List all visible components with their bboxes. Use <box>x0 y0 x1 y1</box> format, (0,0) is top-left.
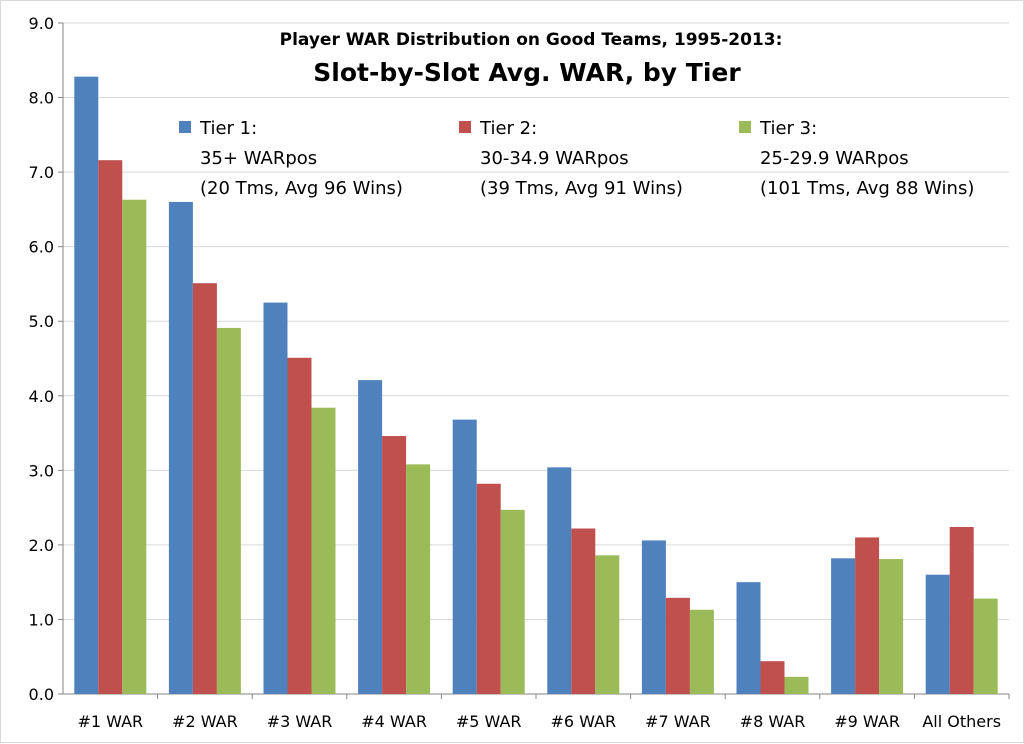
legend-detail-2: 30-34.9 WARpos <box>480 148 629 169</box>
bar-2-7 <box>665 597 690 694</box>
legend-label-2: Tier 2: <box>479 118 537 139</box>
bar-2-8 <box>760 661 785 694</box>
y-tick-label: 4.0 <box>29 387 54 406</box>
bar-1-2 <box>168 201 193 694</box>
bar-3-3 <box>311 407 336 694</box>
bar-2-3 <box>287 357 312 694</box>
legend-detail-1: 35+ WARpos <box>200 148 317 169</box>
bar-1-10 <box>925 574 950 694</box>
bar-3-5 <box>500 509 525 694</box>
x-tick-label: #9 WAR <box>834 712 900 731</box>
x-tick-label: #7 WAR <box>645 712 711 731</box>
bar-3-8 <box>784 676 809 694</box>
legend-detail-3: 25-29.9 WARpos <box>760 148 909 169</box>
legend: Tier 1: 35+ WARpos (20 Tms, Avg 96 Wins) Ti… <box>179 118 974 199</box>
x-axis-labels: #1 WAR #2 WAR #3 WAR #4 WAR #5 WAR #6 WAR #7 W… <box>77 712 1001 731</box>
bar-3-7 <box>689 609 714 694</box>
y-tick-label: 8.0 <box>29 89 54 108</box>
chart-title: Player WAR Distribution on Good Teams, 1… <box>280 30 783 50</box>
y-tick-label: 9.0 <box>29 14 54 33</box>
bar-1-5 <box>452 419 477 694</box>
bar-1-6 <box>547 467 572 694</box>
legend-swatch-1 <box>179 121 191 133</box>
legend-swatch-3 <box>739 121 751 133</box>
x-tick-label: All Others <box>922 712 1001 731</box>
bar-1-1 <box>74 76 99 695</box>
bar-1-3 <box>263 302 288 694</box>
chart-subtitle: Slot-by-Slot Avg. WAR, by Tier <box>313 58 741 87</box>
y-tick-label: 5.0 <box>29 312 54 331</box>
x-tick-label: #3 WAR <box>267 712 333 731</box>
bar-1-7 <box>641 540 666 694</box>
legend-label-1: Tier 1: <box>199 118 257 139</box>
bar-3-9 <box>879 559 904 694</box>
bar-3-10 <box>973 598 998 694</box>
legend-teams-2: (39 Tms, Avg 91 Wins) <box>480 178 683 199</box>
bar-2-10 <box>949 526 974 694</box>
bar-2-2 <box>192 283 217 694</box>
x-tick-label: #2 WAR <box>172 712 238 731</box>
y-axis: 0.0 1.0 2.0 3.0 4.0 5.0 6.0 7.0 8.0 9.0 <box>29 14 1010 704</box>
bar-2-9 <box>855 537 880 694</box>
bar-3-4 <box>406 464 431 694</box>
bar-2-4 <box>382 436 407 694</box>
x-tick-label: #4 WAR <box>361 712 427 731</box>
bar-2-1 <box>98 160 123 694</box>
bar-2-6 <box>571 528 596 694</box>
bar-2-5 <box>476 483 501 694</box>
x-tick-label: #5 WAR <box>456 712 522 731</box>
y-tick-label: 0.0 <box>29 685 54 704</box>
bar-3-1 <box>122 199 147 695</box>
y-tick-label: 6.0 <box>29 238 54 257</box>
x-tick-label: #6 WAR <box>550 712 616 731</box>
y-tick-label: 3.0 <box>29 461 54 480</box>
bar-3-6 <box>595 555 620 694</box>
x-tick-label: #8 WAR <box>740 712 806 731</box>
legend-teams-1: (20 Tms, Avg 96 Wins) <box>200 178 403 199</box>
x-tick-label: #1 WAR <box>77 712 143 731</box>
legend-label-3: Tier 3: <box>759 118 817 139</box>
legend-swatch-2 <box>459 121 471 133</box>
y-tick-label: 1.0 <box>29 610 54 629</box>
y-tick-label: 2.0 <box>29 536 54 555</box>
bar-1-9 <box>831 558 856 694</box>
bar-1-4 <box>358 380 383 694</box>
bar-1-8 <box>736 582 761 694</box>
bars <box>74 76 998 695</box>
y-tick-label: 7.0 <box>29 163 54 182</box>
legend-teams-3: (101 Tms, Avg 88 Wins) <box>760 178 974 199</box>
bar-3-2 <box>216 327 241 694</box>
